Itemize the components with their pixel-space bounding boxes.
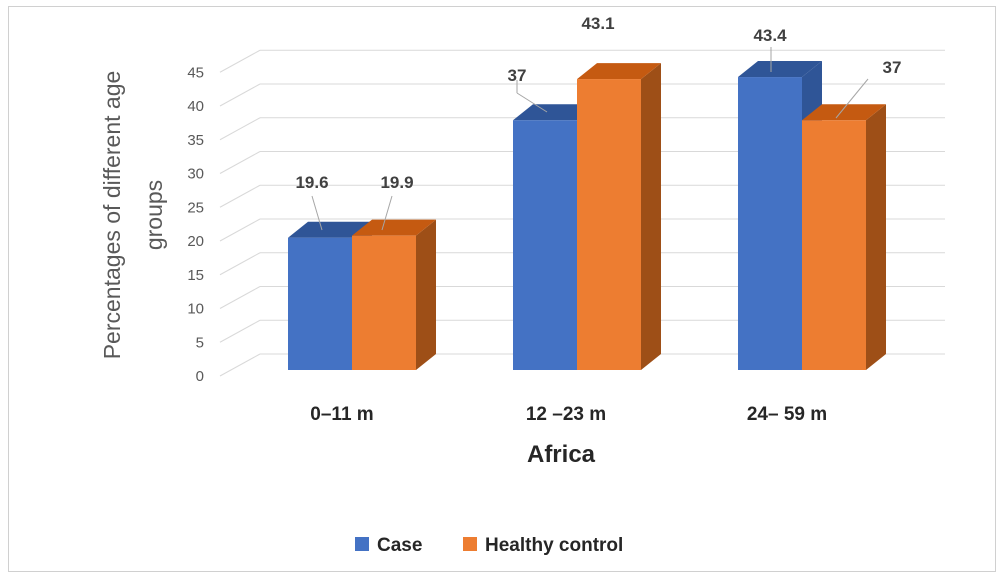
leader-line <box>516 92 548 113</box>
gridline-depth <box>219 184 261 208</box>
bar-healthy-control <box>802 104 886 370</box>
leader-line <box>311 195 323 231</box>
y-tick-label: 20 <box>187 233 204 250</box>
gridline-depth <box>219 117 261 141</box>
data-label: 19.9 <box>380 173 413 192</box>
gridline-depth <box>219 353 261 377</box>
x-axis-title: Africa <box>527 441 596 468</box>
gridline-depth <box>219 49 261 73</box>
bar-front <box>802 120 866 370</box>
bar-side <box>416 219 436 370</box>
leader-line <box>381 195 393 231</box>
gridline-depth <box>219 252 261 276</box>
x-axis-categories: 0–11 m 12 –23 m 24– 59 m <box>310 404 827 425</box>
bar-side <box>866 104 886 370</box>
gridline-depth <box>219 286 261 309</box>
data-label: 37 <box>508 66 527 85</box>
bar-front <box>513 120 577 370</box>
legend: Case Healthy control <box>355 535 623 556</box>
bar-top <box>352 219 436 236</box>
y-tick-label: 45 <box>187 64 204 81</box>
y-tick-label: 35 <box>187 132 204 149</box>
bar-front <box>738 77 802 371</box>
bar-top <box>802 104 886 121</box>
data-labels: 19.6 37 43.4 19.9 43.1 37 <box>295 14 901 192</box>
y-tick-label: 15 <box>187 267 204 284</box>
bar-front <box>352 235 416 370</box>
x-category-label: 0–11 m <box>310 404 373 425</box>
x-category-label: 24– 59 m <box>747 404 827 425</box>
legend-swatch <box>463 537 477 551</box>
gridline-depth <box>219 218 261 242</box>
y-tick-label: 10 <box>187 301 204 318</box>
data-label: 19.6 <box>295 173 328 192</box>
legend-swatch <box>355 537 369 551</box>
bar-front <box>577 79 641 370</box>
y-axis-title-line-1: Percentages of different age <box>99 71 125 360</box>
y-axis-title: Percentages of different age groups <box>99 71 167 360</box>
label-leader-lines <box>311 47 869 231</box>
data-label: 43.1 <box>581 14 614 33</box>
x-category-label: 12 –23 m <box>526 404 606 425</box>
bar-top <box>738 61 822 78</box>
leader-line <box>835 78 869 119</box>
gridline-depth <box>219 319 261 343</box>
y-axis-title-line-2: groups <box>141 180 167 250</box>
bars <box>288 61 886 371</box>
y-axis-ticks: 0 5 10 15 20 25 30 35 40 45 <box>187 64 204 385</box>
bar-side <box>641 63 661 370</box>
y-tick-label: 25 <box>187 199 204 216</box>
data-label: 43.4 <box>753 26 787 45</box>
bar-healthy-control <box>352 219 436 370</box>
legend-label: Case <box>377 535 422 556</box>
gridline-depth <box>219 83 261 107</box>
y-tick-label: 5 <box>196 334 204 351</box>
bar-healthy-control <box>577 63 661 370</box>
y-tick-label: 30 <box>187 166 204 183</box>
data-label: 37 <box>883 58 902 77</box>
legend-label: Healthy control <box>485 535 623 556</box>
bar-top <box>288 221 372 238</box>
bar-top <box>513 104 597 121</box>
bar-top <box>577 63 661 80</box>
gridline-depth <box>219 151 261 174</box>
bar-front <box>288 237 352 370</box>
y-tick-label: 40 <box>187 98 204 115</box>
y-tick-label: 0 <box>196 368 204 385</box>
